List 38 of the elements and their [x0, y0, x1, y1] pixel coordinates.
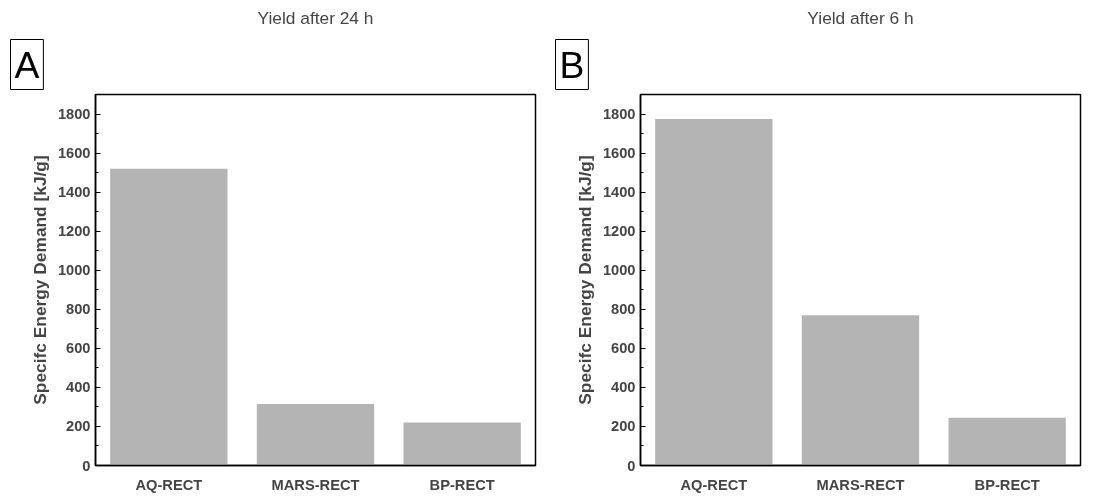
y-tick-label: 1000 — [57, 262, 91, 279]
x-tick-label: AQ-RECT — [680, 476, 748, 493]
y-tick-label: 1600 — [57, 145, 91, 162]
y-tick-label: 200 — [611, 418, 636, 435]
y-tick-label: 800 — [66, 301, 91, 318]
y-tick-label: 200 — [66, 418, 91, 435]
y-tick-label: 1000 — [602, 262, 636, 279]
y-tick-label: 0 — [627, 457, 636, 474]
x-tick-label: BP-RECT — [429, 476, 495, 493]
y-tick-label: 400 — [611, 379, 636, 396]
y-tick-label: 1800 — [57, 106, 91, 123]
text: B — [559, 43, 585, 86]
bar — [948, 417, 1066, 466]
text: A — [14, 43, 40, 86]
x-tick-label: MARS-RECT — [816, 476, 905, 493]
y-tick-label: 800 — [611, 301, 636, 318]
y-tick-label: 1200 — [602, 223, 636, 240]
bar — [256, 403, 375, 466]
y-tick-label: 0 — [82, 457, 91, 474]
bar — [655, 118, 773, 466]
y-axis-title: Specifc Energy Demand [kJ/g] — [29, 155, 50, 405]
y-tick-label: 1200 — [57, 223, 91, 240]
chart-title: Yield after 24 h — [257, 7, 374, 28]
chart-title: Yield after 6 h — [807, 7, 914, 28]
x-tick-label: AQ-RECT — [135, 476, 203, 493]
y-tick-label: 400 — [66, 379, 91, 396]
y-tick-label: 1600 — [602, 145, 636, 162]
bar — [403, 422, 521, 466]
y-tick-label: 600 — [66, 340, 91, 357]
y-tick-label: 600 — [611, 340, 636, 357]
y-tick-label: 1400 — [57, 184, 91, 201]
y-tick-label: 1400 — [602, 184, 636, 201]
bar — [110, 168, 228, 466]
x-tick-label: MARS-RECT — [271, 476, 360, 493]
bar — [801, 315, 920, 466]
y-tick-label: 1800 — [602, 106, 636, 123]
y-axis-title: Specifc Energy Demand [kJ/g] — [574, 155, 595, 405]
x-tick-label: BP-RECT — [974, 476, 1040, 493]
